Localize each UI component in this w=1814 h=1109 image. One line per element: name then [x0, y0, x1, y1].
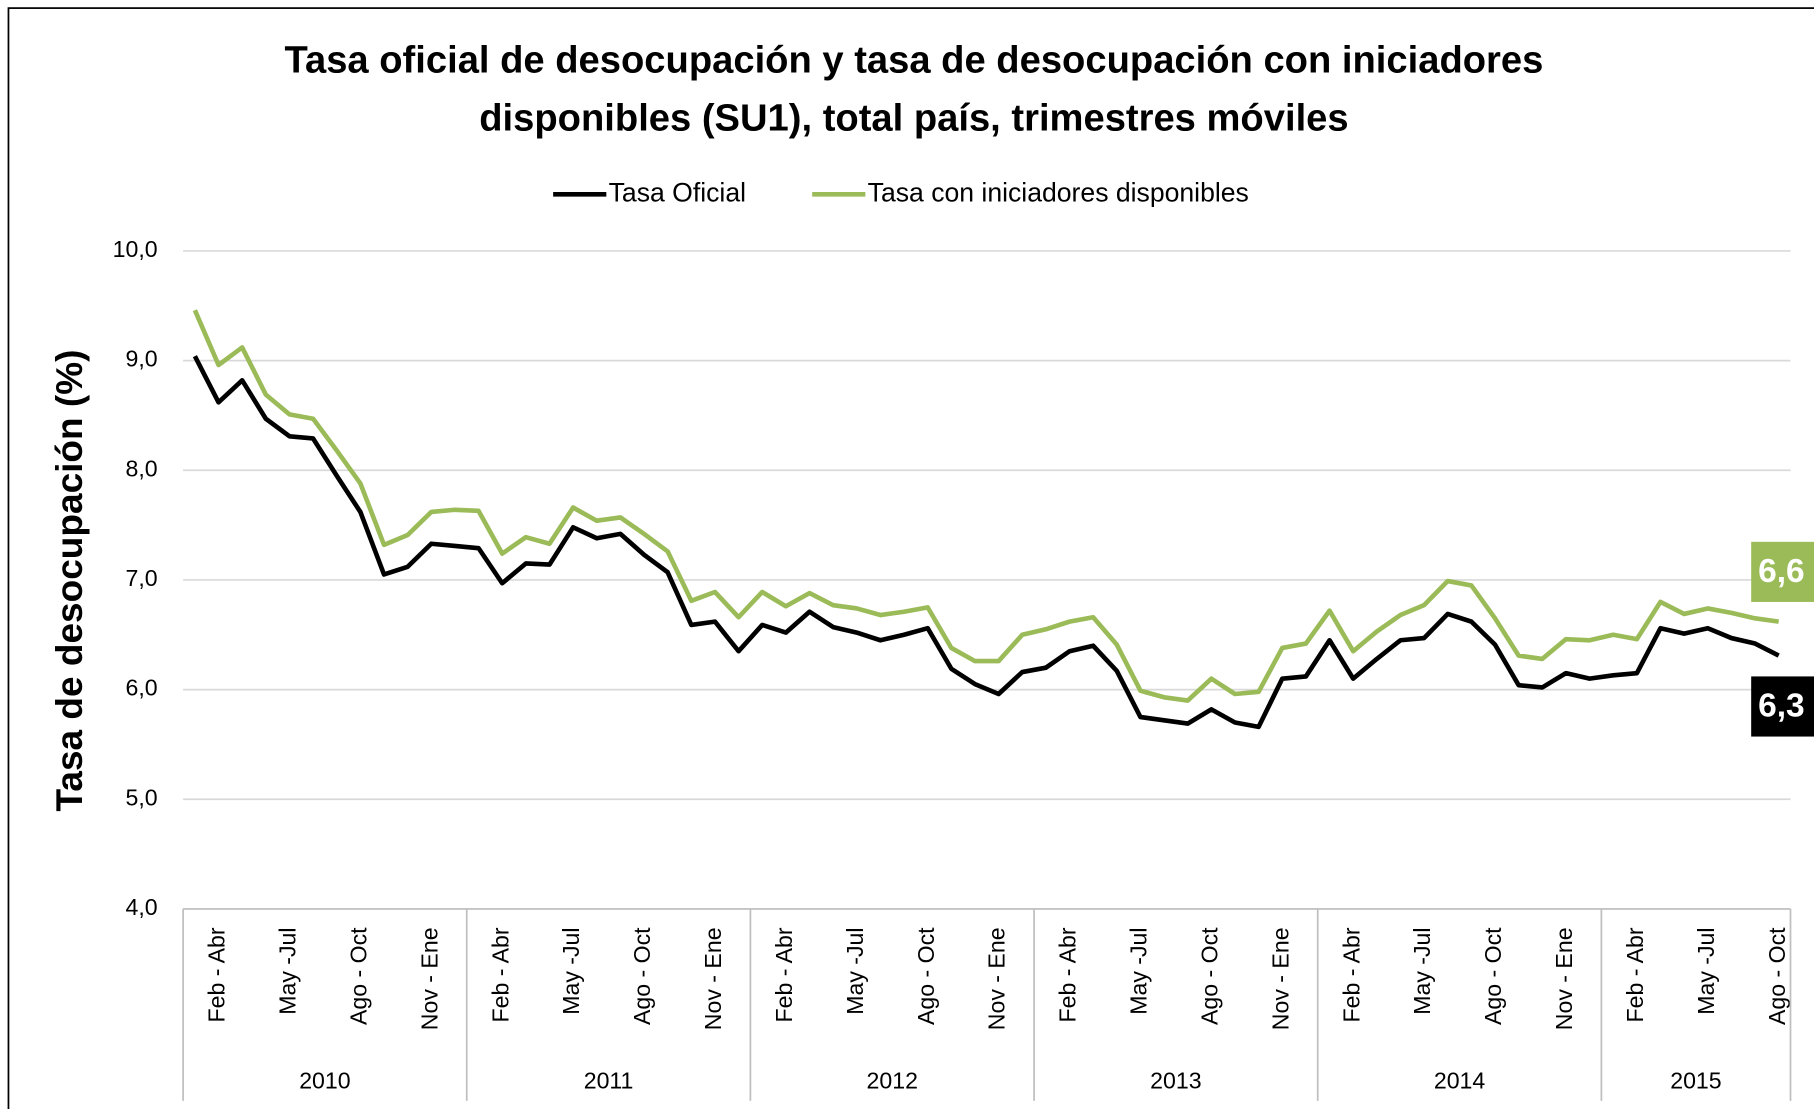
x-tick-label: May -Jul: [1693, 927, 1719, 1014]
x-tick-label: Nov - Ene: [1551, 927, 1577, 1030]
end-label-box: [1751, 676, 1814, 737]
x-tick-label: Ago - Oct: [1480, 927, 1506, 1025]
chart-title: Tasa oficial de desocupación y tasa de d…: [285, 39, 1544, 82]
x-tick-label: Ago - Oct: [913, 927, 939, 1025]
x-tick-label: May -Jul: [842, 927, 868, 1014]
x-tick-label: Ago - Oct: [629, 927, 655, 1025]
x-tick-label: May -Jul: [1409, 927, 1435, 1014]
x-tick-label: Feb - Abr: [1055, 927, 1081, 1022]
group-label: 2015: [1670, 1068, 1721, 1094]
group-label: 2011: [584, 1068, 634, 1094]
group-label: 2012: [867, 1068, 918, 1094]
x-tick-label: Feb - Abr: [771, 927, 797, 1022]
x-tick-label: May -Jul: [275, 927, 301, 1014]
x-tick-label: Nov - Ene: [984, 927, 1010, 1030]
y-tick-label: 10,0: [113, 236, 158, 262]
legend-label: Tasa con iniciadores disponibles: [868, 177, 1249, 207]
x-tick-label: May -Jul: [1126, 927, 1152, 1014]
y-axis-label: Tasa de desocupación (%): [49, 350, 90, 812]
y-tick-label: 6,0: [126, 675, 158, 701]
y-tick-label: 5,0: [126, 784, 158, 810]
series-line: [192, 309, 1780, 703]
x-tick-label: Nov - Ene: [700, 927, 726, 1030]
y-tick-label: 7,0: [126, 565, 158, 591]
chart-frame: [7, 7, 1814, 1109]
x-tick-label: May -Jul: [558, 927, 584, 1014]
x-tick-label: Ago - Oct: [1764, 927, 1790, 1025]
group-label: 2010: [299, 1068, 350, 1094]
chart-title: disponibles (SU1), total país, trimestre…: [479, 96, 1348, 139]
y-tick-label: 4,0: [126, 894, 158, 920]
group-label: 2013: [1150, 1068, 1201, 1094]
legend-label: Tasa Oficial: [609, 177, 746, 207]
x-tick-label: Feb - Abr: [487, 927, 513, 1022]
x-tick-label: Nov - Ene: [1267, 927, 1293, 1030]
x-tick-label: Ago - Oct: [1196, 927, 1222, 1025]
y-tick-label: 9,0: [126, 346, 158, 372]
end-label-box: [1751, 541, 1814, 602]
x-tick-label: Feb - Abr: [1622, 927, 1648, 1022]
x-tick-label: Ago - Oct: [345, 927, 371, 1025]
end-label: 6,6: [1758, 553, 1805, 590]
end-label: 6,3: [1758, 688, 1805, 725]
y-tick-label: 8,0: [126, 455, 158, 481]
x-tick-label: Feb - Abr: [204, 927, 230, 1022]
x-tick-label: Nov - Ene: [416, 927, 442, 1030]
group-label: 2014: [1434, 1068, 1486, 1094]
series-line: [192, 355, 1780, 730]
x-tick-label: Feb - Abr: [1338, 927, 1364, 1022]
